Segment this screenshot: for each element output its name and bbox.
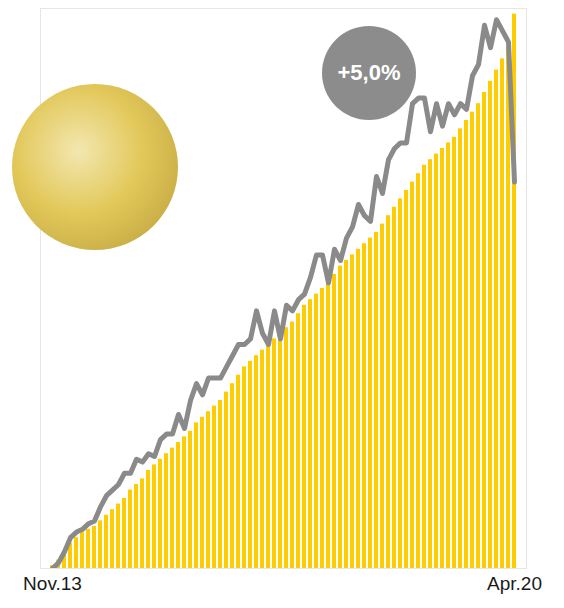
html-text:+5,0%: +5,0% xyxy=(337,60,401,85)
svg-text:Nov.13: Nov.13 xyxy=(23,573,82,594)
svg-text:Apr.20: Apr.20 xyxy=(487,573,542,594)
